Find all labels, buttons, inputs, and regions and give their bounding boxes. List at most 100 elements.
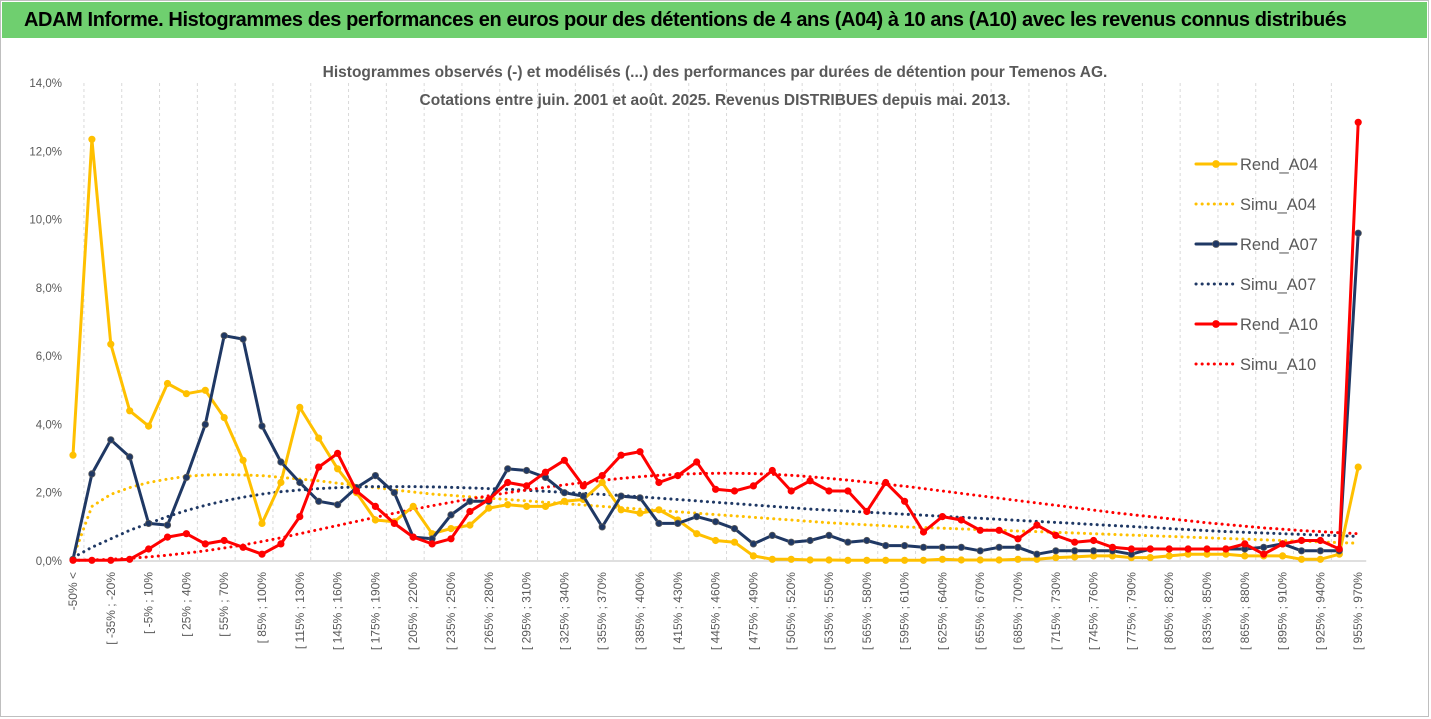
- legend-label: Rend_A07: [1240, 236, 1318, 254]
- x-tick-label: [ 895% ; 910%: [1276, 572, 1290, 650]
- data-point: [277, 478, 285, 487]
- data-point: [239, 335, 247, 343]
- data-point: [919, 528, 928, 536]
- data-point: [258, 422, 266, 430]
- x-tick-label: [ 475% ; 490%: [746, 572, 760, 650]
- data-point: [1033, 521, 1041, 529]
- y-tick-label: 10,0%: [29, 215, 62, 227]
- data-point: [882, 556, 890, 564]
- data-point: [1279, 540, 1287, 548]
- data-point: [182, 473, 190, 481]
- x-tick-label: [ 85% ; 100%: [255, 572, 269, 644]
- data-point: [1354, 118, 1362, 126]
- data-point: [919, 556, 928, 564]
- data-point: [504, 501, 512, 509]
- data-point: [919, 543, 928, 551]
- data-point: [825, 487, 833, 495]
- data-point: [220, 413, 228, 422]
- data-point: [88, 470, 96, 478]
- data-point: [88, 556, 96, 564]
- data-point: [296, 478, 304, 487]
- data-point: [315, 497, 323, 505]
- data-point: [693, 458, 701, 466]
- data-point: [900, 541, 909, 550]
- data-point: [938, 555, 947, 563]
- data-point: [352, 487, 361, 495]
- data-point: [1090, 536, 1098, 545]
- data-point: [1354, 229, 1362, 237]
- data-point: [976, 556, 984, 564]
- data-point: [598, 471, 606, 480]
- data-point: [693, 530, 701, 538]
- report-title: ADAM Informe. Histogrammes des performan…: [24, 9, 1347, 31]
- x-tick-label: [ 745% ; 760%: [1087, 572, 1101, 650]
- data-point: [957, 556, 965, 564]
- series-line-simu-a10: [71, 471, 1360, 562]
- data-point: [636, 509, 644, 517]
- data-point: [844, 556, 852, 564]
- data-point: [560, 497, 569, 505]
- data-point: [296, 512, 304, 521]
- data-point: [636, 448, 644, 456]
- data-point: [863, 507, 871, 516]
- data-point: [447, 511, 455, 519]
- data-point: [693, 512, 701, 521]
- data-point: [995, 543, 1003, 551]
- data-point: [768, 466, 776, 475]
- x-tick-label: [ 205% ; 220%: [406, 572, 420, 650]
- legend-label: Rend_A10: [1240, 316, 1318, 334]
- data-point: [1335, 545, 1343, 553]
- data-point: [1052, 531, 1060, 540]
- data-point: [107, 556, 115, 564]
- data-point: [409, 502, 417, 510]
- data-point: [844, 487, 852, 495]
- data-point: [182, 530, 190, 538]
- x-tick-label: [ 925% ; 940%: [1313, 572, 1327, 650]
- data-point: [579, 482, 587, 490]
- data-point: [1165, 545, 1173, 553]
- data-point: [1165, 552, 1173, 560]
- data-point: [938, 543, 947, 551]
- series-line-simu-a04: [71, 473, 1360, 560]
- y-tick-label: 4,0%: [36, 419, 62, 431]
- data-point: [522, 466, 531, 475]
- y-axis: 0,0% 2,0% 4,0% 6,0% 8,0% 10,0% 12,0% 14,0%: [29, 78, 62, 568]
- data-point: [711, 536, 720, 545]
- data-point: [1146, 553, 1154, 562]
- data-point: [163, 521, 172, 529]
- data-point: [560, 456, 569, 464]
- data-point: [1146, 545, 1154, 553]
- data-point: [617, 492, 625, 500]
- data-point: [711, 485, 720, 493]
- data-point: [900, 497, 909, 505]
- data-point: [1241, 540, 1249, 548]
- data-point: [1071, 547, 1079, 555]
- data-point: [333, 501, 342, 509]
- data-point: [1297, 547, 1306, 555]
- x-tick-label: [ 235% ; 250%: [444, 572, 458, 650]
- data-point: [768, 531, 776, 540]
- data-point: [1203, 545, 1211, 553]
- x-tick-label: [ 865% ; 880%: [1238, 572, 1252, 650]
- data-point: [655, 519, 663, 528]
- data-point: [522, 502, 531, 510]
- series-line-rend-a10: [71, 120, 1360, 562]
- x-tick-label: [ 325% ; 340%: [557, 572, 571, 650]
- data-point: [163, 379, 172, 388]
- data-point: [333, 465, 342, 473]
- data-point: [598, 478, 606, 487]
- data-point: [201, 386, 209, 394]
- data-point: [730, 524, 739, 533]
- x-tick-label: [ 25% ; 40%: [179, 572, 193, 637]
- data-point: [69, 556, 77, 564]
- data-point: [806, 477, 814, 485]
- data-point: [126, 555, 134, 563]
- y-tick-label: 0,0%: [36, 556, 62, 568]
- data-point: [806, 556, 814, 564]
- data-point: [863, 536, 871, 545]
- data-point: [371, 516, 379, 524]
- data-point: [1052, 553, 1060, 562]
- report-header: ADAM Informe. Histogrammes des performan…: [2, 2, 1427, 38]
- data-point: [277, 458, 285, 466]
